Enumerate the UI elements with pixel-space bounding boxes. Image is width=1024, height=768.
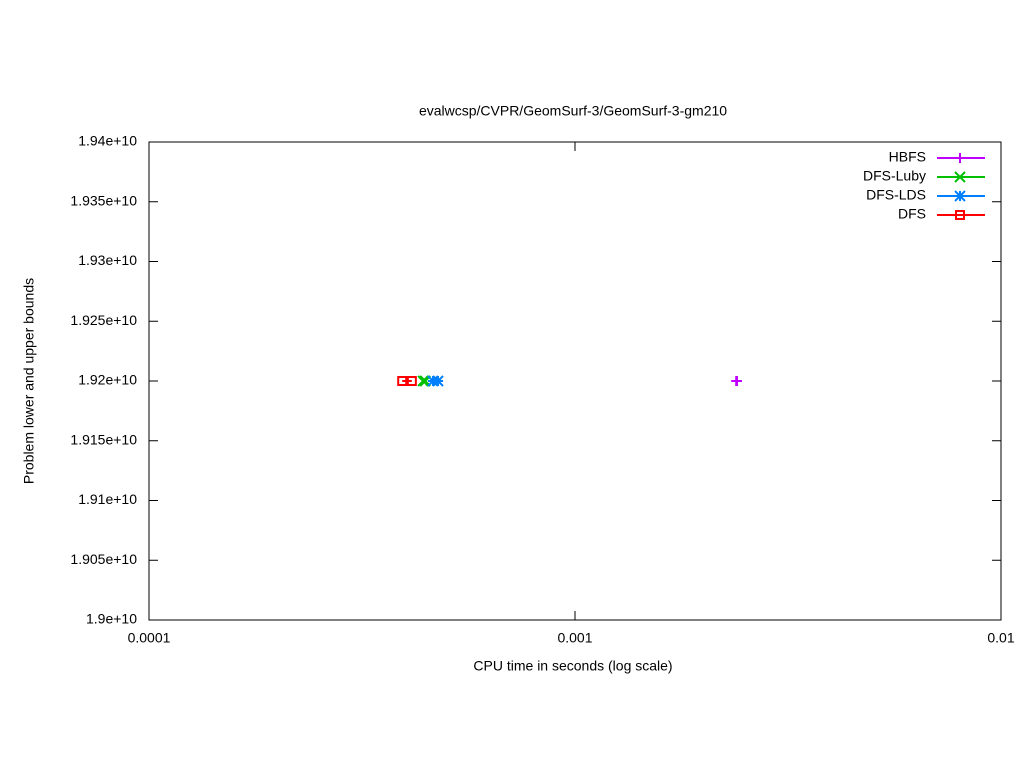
legend-marker (954, 171, 966, 183)
legend-label: HBFS (889, 149, 926, 165)
chart-title: evalwcsp/CVPR/GeomSurf-3/GeomSurf-3-gm21… (419, 103, 727, 119)
legend-marker (955, 153, 965, 163)
legend-marker (954, 190, 966, 202)
plot-frame (148, 141, 1002, 621)
x-tick-label: 0.01 (987, 630, 1014, 646)
point (397, 376, 408, 386)
y-tick-label: 1.93e+10 (78, 252, 137, 268)
y-tick-label: 1.94e+10 (78, 133, 137, 149)
y-tick-label: 1.9e+10 (86, 611, 137, 627)
legend-label: DFS-LDS (866, 187, 926, 203)
y-tick-label: 1.915e+10 (70, 431, 137, 447)
legend-label: DFS (898, 206, 926, 222)
point (432, 375, 444, 387)
x-tick-label: 0.0001 (128, 630, 171, 646)
x-tick-label: 0.001 (557, 630, 592, 646)
point (406, 376, 417, 386)
y-tick-label: 1.92e+10 (78, 372, 137, 388)
y-axis-label: Problem lower and upper bounds (21, 278, 37, 484)
x-axis-label: CPU time in seconds (log scale) (473, 658, 672, 674)
point (417, 375, 429, 387)
legend-marker (955, 210, 965, 220)
legend-label: DFS-Luby (863, 168, 926, 184)
y-tick-label: 1.91e+10 (78, 491, 137, 507)
point (427, 375, 439, 387)
point (731, 376, 742, 386)
y-tick-label: 1.925e+10 (70, 312, 137, 328)
y-tick-label: 1.905e+10 (70, 551, 137, 567)
y-tick-label: 1.935e+10 (70, 192, 137, 208)
